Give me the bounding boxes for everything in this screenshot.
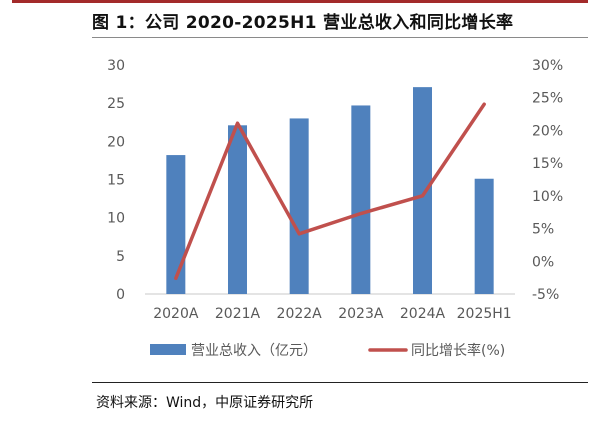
source-rule — [92, 382, 588, 383]
revenue-bar — [474, 178, 494, 294]
revenue-bar — [228, 125, 247, 294]
right-tick-label: -5% — [532, 287, 559, 303]
legend: 营业总收入（亿元） 同比增长率(%) — [150, 342, 505, 359]
bar-series — [166, 87, 494, 295]
revenue-bar — [289, 118, 309, 294]
legend-bar-swatch — [150, 344, 186, 355]
revenue-bar — [351, 105, 371, 294]
x-tick-label: 2020A — [153, 306, 199, 322]
x-tick-label: 2022A — [277, 306, 323, 322]
left-tick-label: 15 — [107, 173, 125, 189]
source-note: 资料来源：Wind，中原证券研究所 — [96, 395, 314, 411]
x-tick-label: 2023A — [338, 306, 384, 322]
right-tick-label: 5% — [532, 222, 554, 238]
legend-bar-label: 营业总收入（亿元） — [191, 343, 317, 359]
legend-line-label: 同比增长率(%) — [411, 342, 505, 359]
x-tick-label: 2024A — [400, 306, 446, 322]
left-tick-label: 20 — [107, 134, 125, 150]
right-tick-label: 20% — [532, 123, 563, 139]
figure-title: 图 1：公司 2020-2025H1 营业总收入和同比增长率 — [92, 13, 514, 33]
x-tick-label: 2021A — [215, 306, 261, 322]
right-tick-label: 15% — [532, 156, 563, 172]
title-rule — [92, 37, 588, 38]
right-tick-label: 10% — [532, 189, 563, 205]
revenue-bar — [413, 87, 432, 295]
left-tick-label: 5 — [116, 249, 125, 265]
revenue-bar — [166, 155, 186, 294]
left-tick-label: 10 — [107, 211, 125, 227]
left-tick-label: 25 — [107, 96, 125, 112]
x-tick-label: 2025H1 — [457, 306, 512, 322]
growth-line — [174, 102, 486, 281]
left-axis-ticks: 0 5 10 15 20 25 30 — [107, 58, 125, 303]
right-axis-ticks: -5% 0% 5% 10% 15% 20% 25% 30% — [532, 58, 563, 303]
x-axis-labels: 2020A 2021A 2022A 2023A 2024A 2025H1 — [153, 306, 511, 322]
right-tick-label: 30% — [532, 58, 563, 74]
left-tick-label: 0 — [116, 287, 125, 303]
left-tick-label: 30 — [107, 58, 125, 74]
growth-line-series — [174, 102, 486, 281]
right-tick-label: 0% — [532, 254, 554, 270]
right-tick-label: 25% — [532, 91, 563, 107]
top-rule — [12, 0, 588, 3]
